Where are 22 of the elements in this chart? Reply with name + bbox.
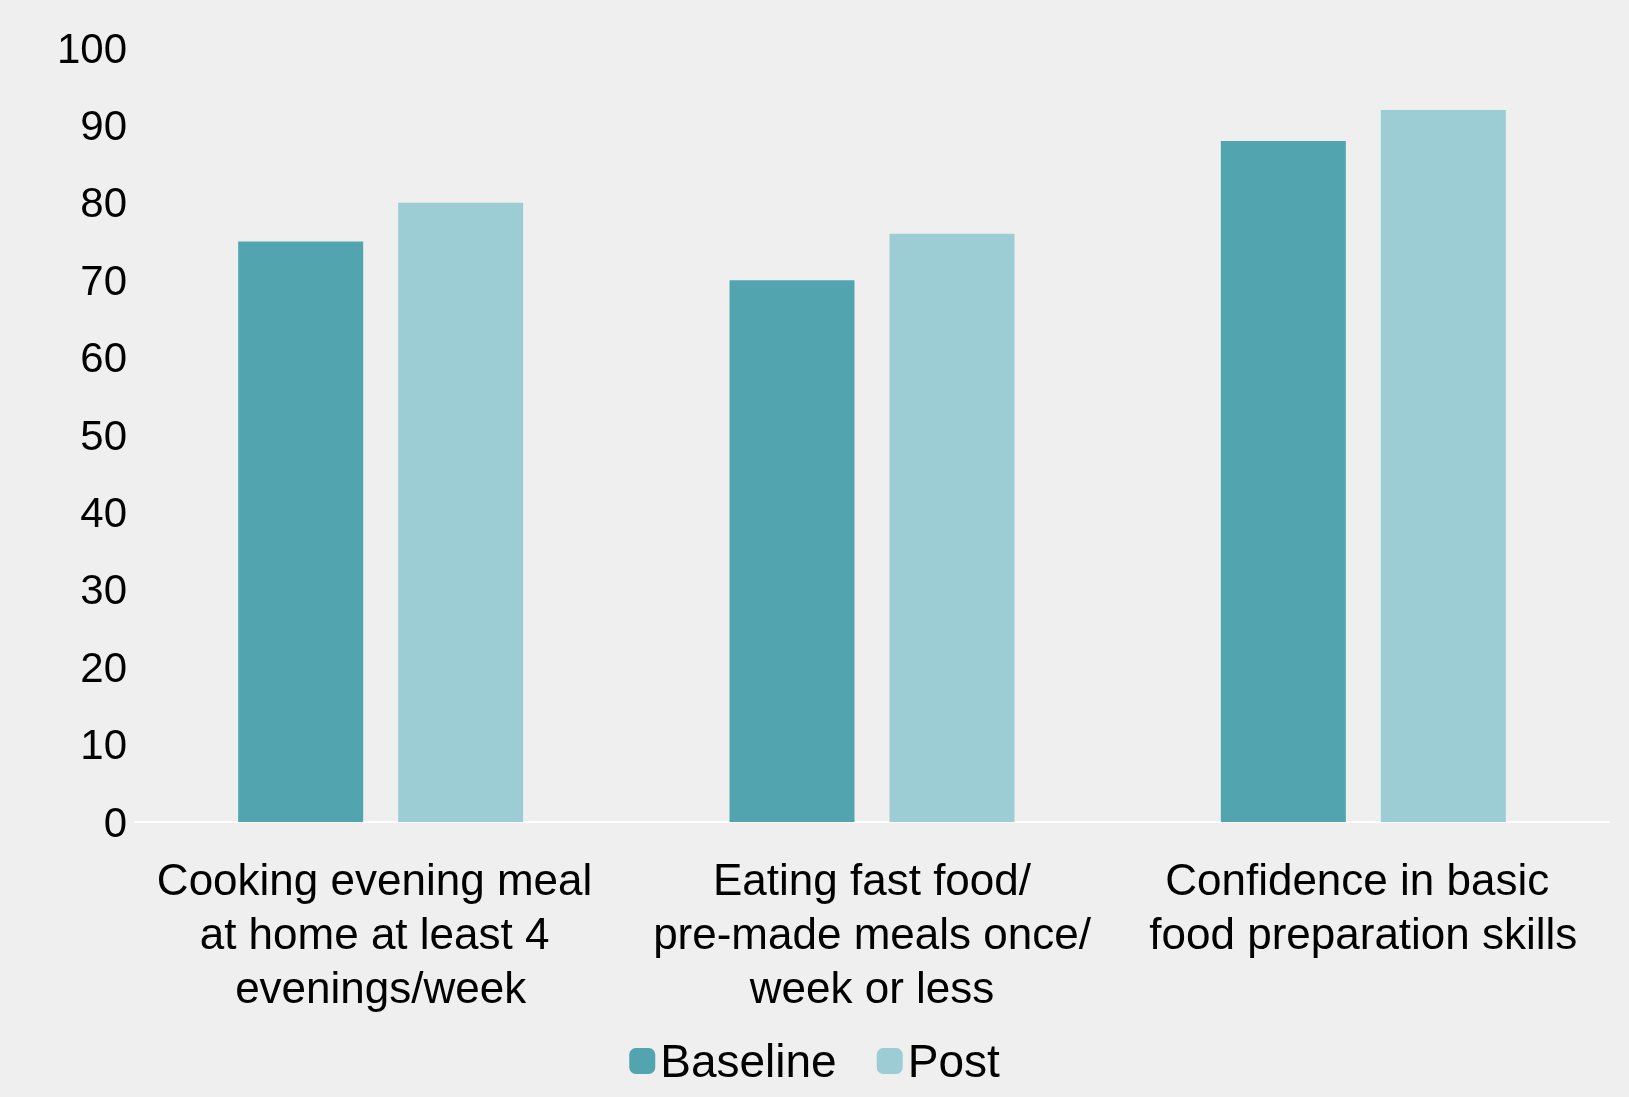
x-tick-label: Cooking evening meal at home at least 4 evenings/week — [156, 854, 605, 1012]
y-tick-label: 0 — [103, 798, 127, 846]
y-tick-label: 10 — [80, 721, 127, 769]
y-tick-label: 50 — [80, 411, 127, 459]
y-tick-label: 30 — [80, 566, 127, 614]
y-tick-label: 20 — [80, 643, 127, 691]
y-tick-label: 70 — [80, 256, 127, 304]
legend-label: Baseline — [660, 1035, 837, 1087]
y-tick-label: 80 — [80, 179, 127, 227]
x-tick-label: Confidence in basic food preparation skills — [1149, 854, 1578, 958]
y-tick-label: 60 — [80, 334, 127, 382]
bar — [889, 233, 1015, 822]
y-tick-label: 100 — [56, 24, 127, 72]
bar — [398, 202, 524, 822]
bar — [729, 280, 855, 822]
bar — [238, 241, 364, 822]
legend-label: Post — [907, 1035, 1000, 1087]
y-tick-label: 40 — [80, 488, 127, 536]
bar — [1380, 109, 1506, 822]
bar — [1220, 140, 1346, 822]
y-tick-label: 90 — [80, 101, 127, 149]
x-tick-label: Eating fast food/pre-made meals once/week or less — [653, 854, 1092, 1012]
